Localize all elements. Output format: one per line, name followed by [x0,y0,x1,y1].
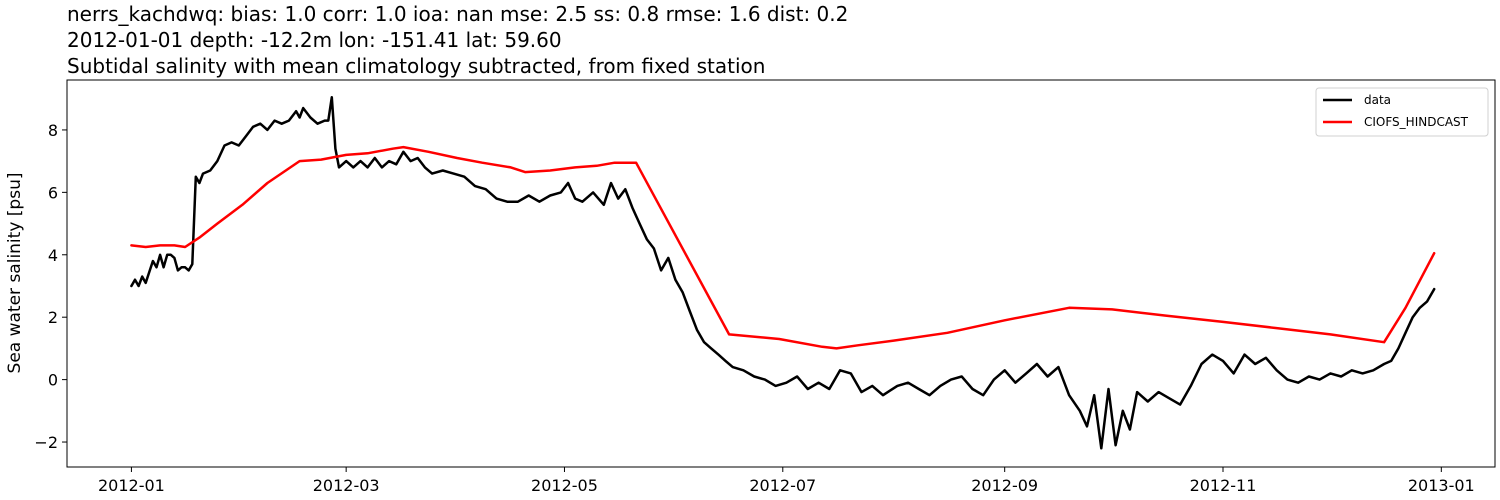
y-tick-label: −2 [34,433,58,452]
series-line-data [130,95,1436,450]
y-tick-label: 2 [48,308,58,327]
chart-title: nerrs_kachdwq: bias: 1.0 corr: 1.0 ioa: … [67,1,848,79]
y-tick-label: 0 [48,371,58,390]
title-station-line: 2012-01-01 depth: -12.2m lon: -151.41 la… [67,28,562,52]
legend-label: CIOFS_HINDCAST [1364,115,1469,129]
y-axis: −2 0 2 4 6 8 [34,121,67,452]
y-tick-label: 8 [48,121,58,140]
y-tick-label: 4 [48,246,58,265]
series-group [130,95,1436,450]
title-stats-line: nerrs_kachdwq: bias: 1.0 corr: 1.0 ioa: … [67,2,849,26]
legend-label: data [1364,93,1391,107]
x-tick-label: 2012-07 [749,476,816,495]
y-axis-label: Sea water salinity [psu] [5,173,25,374]
y-tick-label: 6 [48,183,58,202]
legend: data CIOFS_HINDCAST [1315,87,1489,137]
title-description-line: Subtidal salinity with mean climatology … [67,54,766,78]
x-tick-label: 2012-01 [98,476,165,495]
x-tick-label: 2012-03 [313,476,380,495]
x-tick-label: 2012-09 [971,476,1038,495]
x-axis: 2012-01 2012-03 2012-05 2012-07 2012-09 2012-… [98,467,1475,495]
x-tick-label: 2013-01 [1408,476,1475,495]
x-tick-label: 2012-11 [1190,476,1257,495]
x-tick-label: 2012-05 [531,476,598,495]
legend-box [1315,87,1489,137]
series-line-ciofs-hindcast [130,145,1436,350]
plot-area [66,79,1496,468]
